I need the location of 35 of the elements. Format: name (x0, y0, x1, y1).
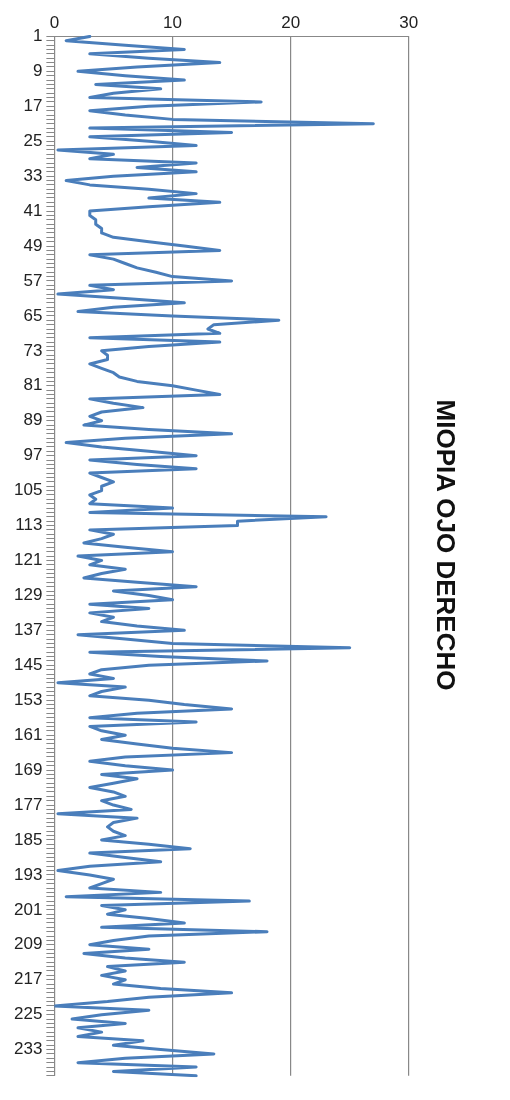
x-tick-label: 10 (163, 12, 182, 32)
y-tick-label: 105 (13, 480, 43, 500)
y-tick-label: 25 (23, 130, 43, 150)
y-tick-label: 9 (32, 61, 43, 81)
y-tick-label: 201 (13, 899, 43, 919)
y-tick-label: 217 (13, 969, 43, 989)
y-tick-label: 73 (23, 340, 43, 360)
x-tick-label: 0 (49, 12, 60, 32)
y-tick-label: 153 (13, 689, 43, 709)
y-tick-label: 57 (23, 270, 43, 290)
y-tick-label: 121 (13, 550, 43, 570)
y-tick-label: 177 (13, 794, 43, 814)
y-tick-label: 89 (23, 410, 43, 430)
y-tick-label: 17 (23, 95, 43, 115)
y-tick-label: 81 (23, 375, 43, 395)
y-tick-label: 169 (13, 759, 43, 779)
y-tick-label: 193 (13, 864, 43, 884)
y-tick-label: 49 (23, 235, 43, 255)
y-tick-label: 129 (13, 585, 43, 605)
y-tick-label: 113 (15, 515, 43, 535)
y-tick-label: 145 (13, 654, 43, 674)
y-tick-label: 137 (13, 620, 43, 640)
x-tick-label: 20 (281, 12, 301, 32)
y-tick-label: 97 (23, 445, 43, 465)
y-tick-label: 41 (23, 200, 43, 220)
y-tick-label: 65 (23, 305, 43, 325)
y-tick-label: 33 (23, 165, 43, 185)
y-tick-label: 225 (13, 1004, 43, 1024)
text: MIOPIA OJO DERECHO (431, 399, 462, 691)
y-tick-label: 161 (13, 724, 43, 744)
y-tick-label: 233 (13, 1039, 43, 1059)
y-tick-label: 1 (32, 26, 43, 46)
y-tick-label: 209 (13, 934, 43, 954)
y-tick-label: 185 (13, 829, 43, 849)
x-tick-label: 30 (399, 12, 419, 32)
